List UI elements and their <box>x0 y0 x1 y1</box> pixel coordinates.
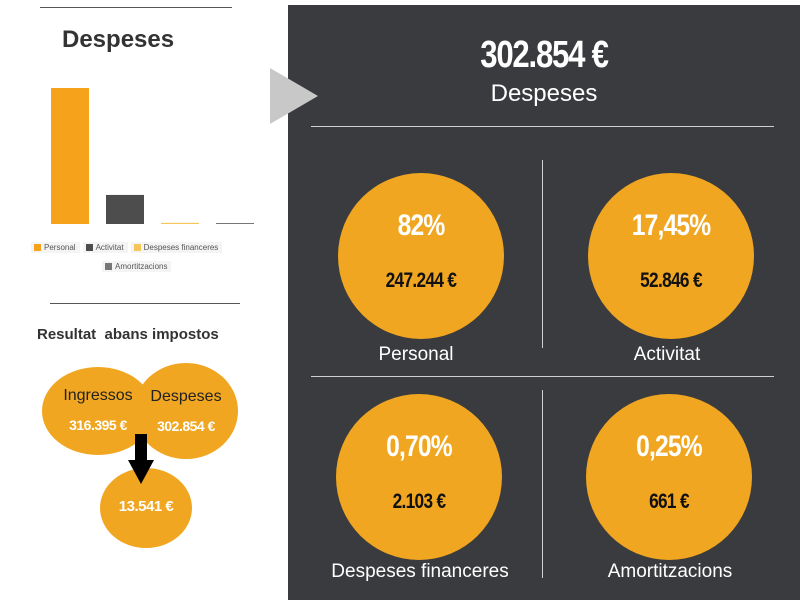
circle-amortitzacions: 0,25% 661 € <box>586 394 752 560</box>
label-amortitzacions: Amortitzacions <box>607 561 733 582</box>
down-arrow-icon <box>128 434 154 484</box>
legend-item-amortitzacions: Amortitzacions <box>102 261 172 272</box>
chart-title: Despeses <box>62 26 175 53</box>
legend-swatch <box>34 244 41 251</box>
divider-vertical-top <box>542 160 543 348</box>
amount-despeses-financeres: 2.103 € <box>392 490 447 513</box>
legend-label: Personal <box>44 243 76 252</box>
pct-activitat: 17,45% <box>631 209 711 242</box>
label-activitat: Activitat <box>633 344 701 365</box>
total-label: Despeses <box>490 80 598 107</box>
pct-personal: 82% <box>397 209 446 242</box>
circle-despeses-financeres: 0,70% 2.103 € <box>336 394 502 560</box>
despeses-value: 302.854 € <box>157 418 215 434</box>
bar-activitat <box>106 194 144 224</box>
pct-despeses-financeres: 0,70% <box>386 430 452 463</box>
divider-middle <box>311 376 774 377</box>
result-value: 13.541 € <box>118 498 174 515</box>
divider-top <box>311 126 774 127</box>
circle-activitat: 17,45% 52.846 € <box>588 173 754 339</box>
bar-despeses-financeres <box>161 222 199 224</box>
legend-item-despeses-financeres: Despeses financeres <box>130 242 223 253</box>
legend-label: Activitat <box>95 243 124 252</box>
pct-amortitzacions: 0,25% <box>636 430 702 463</box>
result-ellipse: 13.541 € <box>100 468 192 548</box>
legend-item-activitat: Activitat <box>82 242 128 253</box>
divider-vertical-bottom <box>542 390 543 578</box>
total-value: 302.854 € <box>480 34 609 76</box>
ingressos-value: 316.395 € <box>69 417 127 433</box>
amount-personal: 247.244 € <box>385 269 457 292</box>
despeses-ellipse: Despeses 302.854 € <box>134 363 238 459</box>
ingressos-label: Ingressos <box>63 387 133 404</box>
legend-label: Despeses financeres <box>143 243 219 252</box>
chart-legend: Personal Activitat Despeses financeres A… <box>28 242 260 276</box>
amount-activitat: 52.846 € <box>640 269 702 292</box>
label-personal: Personal <box>378 344 454 365</box>
middle-divider <box>50 303 240 304</box>
despeses-label: Despeses <box>150 388 222 405</box>
legend-swatch <box>105 263 112 270</box>
legend-label: Amortitzacions <box>115 262 168 271</box>
bar-amortitzacions <box>216 223 254 224</box>
bar-personal <box>51 88 89 224</box>
label-despeses-financeres: Despeses financeres <box>331 561 509 582</box>
legend-swatch <box>85 244 93 251</box>
circle-personal: 82% 247.244 € <box>338 173 504 339</box>
top-divider <box>40 7 232 8</box>
legend-item-personal: Personal <box>31 242 80 253</box>
expenses-bar-chart <box>51 88 254 224</box>
pointer-triangle-icon <box>270 68 318 124</box>
amount-amortitzacions: 661 € <box>649 490 689 513</box>
legend-swatch <box>133 244 141 251</box>
result-title: Resultat abans impostos <box>37 326 219 343</box>
